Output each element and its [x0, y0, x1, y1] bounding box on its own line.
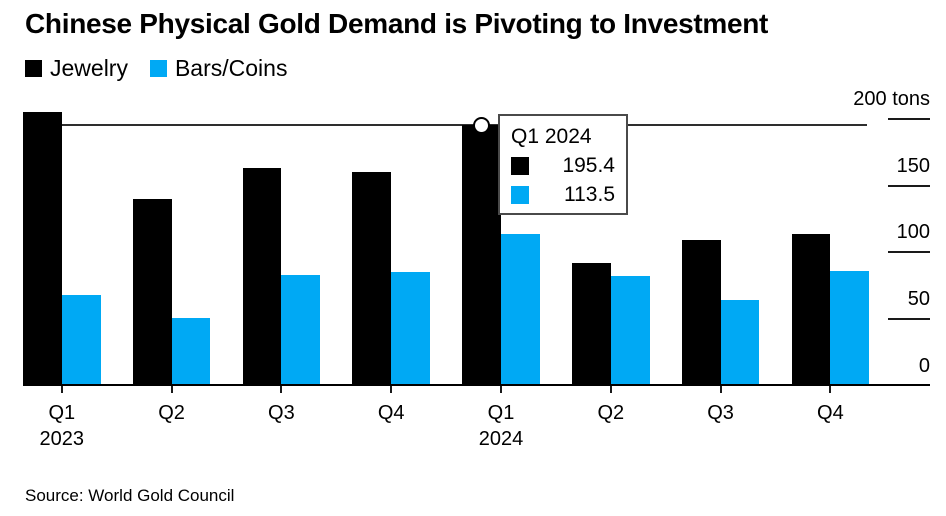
bar-jewelry-q2-2024[interactable] — [572, 262, 611, 386]
bar-jewelry-q4-2024[interactable] — [791, 233, 831, 386]
y-axis-tick-200 — [888, 117, 930, 120]
bar-jewelry-q2-2023[interactable] — [132, 198, 172, 386]
bar-jewelry-q1-2023[interactable] — [23, 112, 62, 386]
bar-bars-coins-q3-2023[interactable] — [281, 274, 321, 386]
legend-swatch-bars-coins — [149, 60, 167, 77]
x-axis-tick-q3-6 — [719, 386, 722, 393]
tooltip-value-bars-coins: 113.5 — [564, 183, 615, 206]
x-axis-tick-q4-7 — [829, 386, 832, 393]
x-axis-year-label-2023: 2023 — [39, 428, 85, 450]
source-credit: Source: World Gold Council — [25, 486, 235, 505]
bar-bars-coins-q1-2023[interactable] — [61, 294, 101, 386]
x-axis-baseline — [23, 384, 930, 386]
x-axis-tick-q2-1 — [170, 386, 173, 393]
legend-item-bars-coins[interactable]: Bars/Coins — [149, 55, 288, 81]
x-axis-tick-q4-3 — [390, 386, 393, 393]
x-axis-tick-q1-2024 — [500, 386, 502, 393]
y-axis-tick-150 — [888, 184, 930, 187]
x-axis-label-q1-4: Q1 — [487, 402, 515, 424]
x-axis-label-q3-6: Q3 — [707, 402, 734, 424]
legend-label-jewelry: Jewelry — [50, 55, 128, 81]
bar-jewelry-q4-2023[interactable] — [352, 172, 392, 386]
tooltip: Q1 2024 195.4 113.5 — [498, 114, 628, 215]
x-axis-tick-q3-2 — [280, 386, 283, 393]
y-axis-label-150: 150 — [896, 154, 930, 177]
bar-jewelry-q1-2024[interactable] — [462, 125, 501, 386]
bar-bars-coins-q3-2024[interactable] — [720, 300, 760, 386]
y-axis-label-50: 50 — [907, 287, 930, 310]
tooltip-title: Q1 2024 — [511, 125, 592, 148]
legend-swatch-jewelry — [25, 60, 42, 77]
x-axis-label-q3-2: Q3 — [268, 402, 295, 424]
tooltip-row-bars-coins: 113.5 — [511, 183, 615, 207]
y-axis-tick-50 — [888, 317, 930, 320]
highlight-marker-dot — [473, 116, 491, 134]
x-axis-tick-q1-2023 — [60, 386, 63, 393]
chart-title: Chinese Physical Gold Demand is Pivoting… — [25, 8, 769, 39]
x-axis-year-label-2024: 2024 — [478, 428, 524, 450]
x-axis-label-q2-5: Q2 — [597, 402, 625, 424]
y-axis-label-0: 0 — [918, 354, 930, 377]
x-axis-label-q4-7: Q4 — [817, 402, 844, 424]
tooltip-swatch-bars-coins — [511, 186, 529, 204]
x-axis-label-q2-1: Q2 — [158, 402, 185, 424]
bar-jewelry-q3-2024[interactable] — [681, 240, 721, 386]
y-axis-label-200: 200 tons — [853, 87, 930, 110]
tooltip-swatch-jewelry — [511, 157, 529, 175]
bar-bars-coins-q2-2024[interactable] — [610, 276, 650, 386]
x-axis-label-q4-3: Q4 — [377, 402, 405, 424]
bar-jewelry-q3-2023[interactable] — [242, 168, 282, 386]
legend: Jewelry Bars/Coins — [25, 57, 287, 80]
bar-bars-coins-q2-2023[interactable] — [171, 317, 211, 386]
tooltip-value-jewelry: 195.4 — [562, 154, 615, 177]
legend-label-bars-coins: Bars/Coins — [174, 55, 288, 81]
y-axis-label-100: 100 — [896, 221, 930, 244]
legend-item-jewelry[interactable]: Jewelry — [25, 57, 128, 80]
tooltip-row-jewelry: 195.4 — [511, 154, 615, 178]
x-axis-tick-q2-5 — [609, 386, 612, 393]
bar-bars-coins-q4-2024[interactable] — [830, 270, 870, 386]
y-axis-tick-100 — [888, 251, 930, 254]
bar-bars-coins-q1-2024[interactable] — [501, 234, 540, 386]
x-axis-label-q1-0: Q1 — [48, 402, 76, 424]
bar-bars-coins-q4-2023[interactable] — [391, 272, 430, 386]
